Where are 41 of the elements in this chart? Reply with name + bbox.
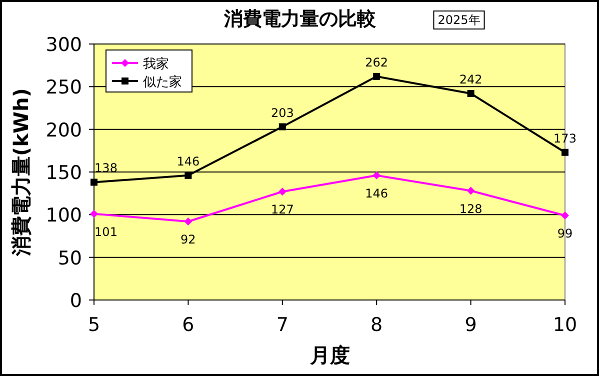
data-label: 173	[554, 131, 576, 146]
y-tick-label: 150	[46, 162, 82, 184]
point	[562, 148, 568, 156]
data-label: 146	[176, 154, 200, 168]
chart-subtitle: 2025年	[438, 13, 480, 27]
x-tick-label: 6	[182, 314, 194, 336]
legend-label: 似た家	[143, 74, 182, 90]
data-label: 99	[557, 226, 573, 241]
point	[90, 178, 98, 186]
y-tick-label: 250	[46, 76, 82, 99]
y-tick-label: 300	[46, 34, 82, 56]
y-tick-label: 0	[70, 290, 82, 312]
point	[467, 90, 474, 97]
data-label: 203	[270, 106, 294, 120]
data-label: 128	[459, 202, 482, 216]
x-tick-label: 5	[88, 314, 100, 336]
y-axis-title: 消費電力量(kWh)	[9, 88, 33, 257]
point	[278, 123, 286, 130]
x-tick-label: 10	[552, 314, 578, 336]
data-label: 92	[180, 232, 196, 246]
x-tick-label: 7	[276, 314, 288, 336]
x-tick-label: 8	[370, 314, 383, 336]
data-label: 127	[270, 202, 294, 217]
point	[372, 171, 381, 180]
point	[278, 188, 286, 196]
data-label: 262	[365, 55, 388, 70]
y-tick-label: 50	[58, 247, 82, 270]
y-tick-label: 200	[46, 119, 82, 142]
point	[561, 212, 569, 220]
x-axis-title: 月度	[309, 343, 350, 367]
x-tick-label: 9	[464, 314, 477, 336]
point	[184, 172, 192, 179]
point	[466, 186, 475, 195]
point	[184, 217, 192, 226]
data-label: 101	[94, 224, 118, 239]
chart-title: 消費電力量の比較	[223, 8, 377, 30]
legend-label: 我家	[143, 56, 169, 72]
data-label: 242	[459, 72, 482, 86]
data-label: 146	[365, 186, 388, 200]
y-tick-label: 100	[46, 204, 82, 227]
point	[373, 72, 380, 80]
